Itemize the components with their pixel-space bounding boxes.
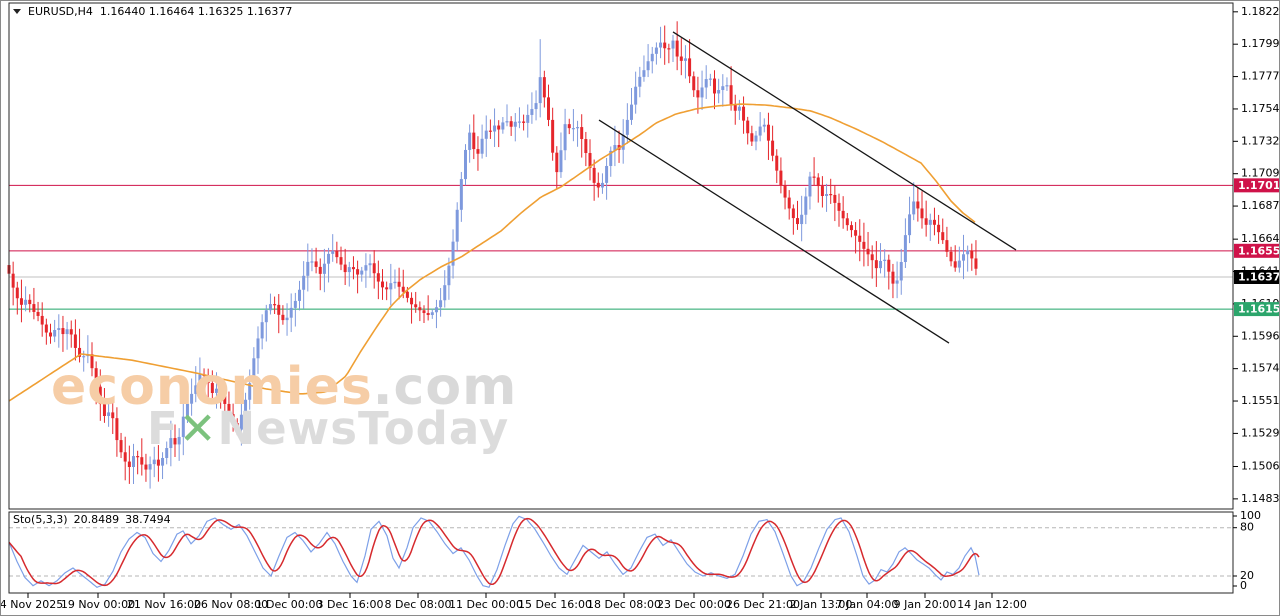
symbol-period-label: EURUSD,H4 [28,5,93,18]
time-tick-label: 11 Dec 00:00 [449,598,523,611]
watermark-domain: .com [372,357,518,417]
stochastic-k-line [8,515,980,589]
price-label-box-resistance [1234,178,1279,193]
time-tick-label: 23 Dec 00:00 [657,598,731,611]
price-label-text: 1.16377 [1238,271,1280,284]
price-tick-label: 1.15290 [1241,426,1280,439]
price-tick-label: 1.16870 [1241,199,1280,212]
price-label-text: 1.17014 [1238,179,1280,192]
price-tick-label: 1.14835 [1241,492,1280,505]
price-level-boxes: 1.17014 1.16559 1.16377 1.16154 [1234,178,1280,317]
price-level-lines [9,184,1233,310]
price-label-box-resistance [1234,243,1279,258]
time-tick-label: 15 Dec 16:00 [518,598,592,611]
fx-cross-icon: ✕ [178,402,218,455]
price-tick-label: 1.15060 [1241,459,1280,472]
time-tick-label: 18 Dec 08:00 [587,598,661,611]
watermark-fxnewstoday: F✕NewsToday [147,406,509,451]
time-tick-label: 9 Jan 20:00 [894,598,957,611]
time-tick-label: 14 Nov 2025 [1,598,63,611]
price-tick-label: 1.17320 [1241,134,1280,147]
indicator-d-value: 38.7494 [125,513,171,526]
watermark-fx-rest: NewsToday [217,402,510,455]
price-tick-label: 1.16640 [1241,232,1280,245]
price-label-text: 1.16559 [1238,244,1280,257]
ohlc-values: 1.16440 1.16464 1.16325 1.16377 [99,5,293,18]
time-tick-label: 26 Dec 21:00 [726,598,800,611]
price-tick-label: 1.17770 [1241,70,1280,83]
time-tick-label: 21 Nov 16:00 [127,598,201,611]
price-tick-label: 1.15965 [1241,329,1280,342]
symbol-header: EURUSD,H4 1.16440 1.16464 1.16325 1.1637… [13,5,292,18]
time-tick-label: 2 Jan 13:00 [790,598,853,611]
sto-scale-label: 80 [1240,521,1254,534]
indicator-label: Sto(5,3,3) 20.8489 38.7494 [13,513,171,526]
sto-scale-label: 0 [1240,579,1247,592]
price-tick-label: 1.15740 [1241,362,1280,375]
price-tick-label: 1.17995 [1241,37,1280,50]
price-label-box-support [1234,302,1279,317]
time-tick-label: 8 Dec 08:00 [385,598,452,611]
sto-scale-label: 100 [1240,509,1261,522]
trendline-channel-upper [672,31,1017,251]
time-tick-label: 26 Nov 08:00 [194,598,268,611]
price-label-text: 1.16154 [1238,303,1280,316]
watermark-brand: economies [51,357,373,417]
price-label-box-current-price [1234,270,1279,284]
time-tick-label: 14 Jan 12:00 [957,598,1027,611]
chevron-down-icon[interactable] [13,9,21,14]
trendline-channel-lower [598,119,950,344]
indicator-name: Sto(5,3,3) [13,513,68,526]
sto-scale-label: 20 [1240,569,1254,582]
time-tick-label: 7 Jan 04:00 [836,598,899,611]
time-tick-label: 3 Dec 16:00 [317,598,384,611]
price-tick-label: 1.17545 [1241,102,1280,115]
plot-borders [8,2,1234,594]
moving-average-line [8,103,976,402]
watermark-economies: economies.com [51,361,517,413]
price-tick-label: 1.18220 [1241,5,1280,18]
stochastic-d-line [8,517,980,587]
stochastic-level-lines [9,527,1233,577]
time-tick-label: 19 Nov 00:00 [61,598,135,611]
price-tick-label: 1.15515 [1241,394,1280,407]
indicator-k-value: 20.8489 [73,513,120,526]
watermark-fx-f: F [147,402,179,455]
time-tick-label: 1 Dec 00:00 [256,598,323,611]
price-tick-label: 1.17095 [1241,167,1280,180]
